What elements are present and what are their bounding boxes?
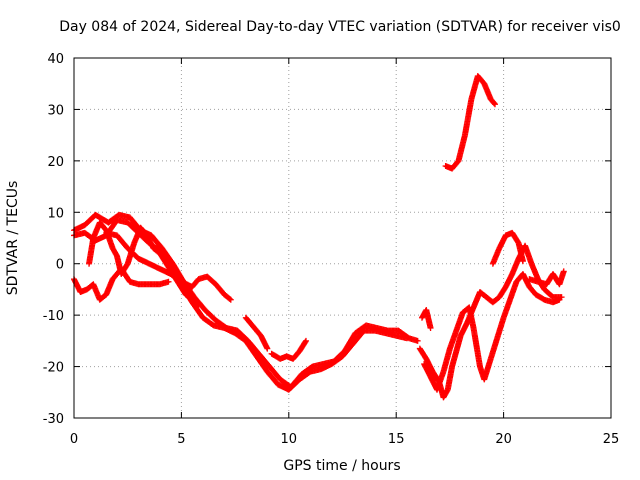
plot-area	[71, 73, 567, 401]
data-track	[242, 314, 271, 352]
chart-title: Day 084 of 2024, Sidereal Day-to-day VTE…	[59, 19, 621, 35]
data-point	[414, 337, 421, 344]
data-point	[227, 296, 234, 303]
data-point	[427, 325, 434, 331]
data-point	[165, 278, 172, 285]
data-point	[264, 345, 271, 352]
y-tick-label: -30	[43, 412, 64, 427]
data-track	[489, 229, 526, 267]
y-tick-label: 40	[47, 52, 64, 67]
data-point	[226, 295, 233, 302]
data-track	[421, 271, 563, 393]
x-axis: 0 5 10 15 20 25	[70, 58, 619, 447]
x-tick-label: 5	[177, 432, 185, 447]
data-point	[560, 268, 567, 275]
data-point	[556, 296, 563, 303]
x-tick-label: 25	[603, 432, 620, 447]
data-track	[442, 73, 499, 172]
x-tick-label: 15	[388, 432, 405, 447]
data-point	[519, 258, 526, 265]
data-point	[195, 301, 202, 308]
data-point	[302, 337, 309, 344]
data-point	[194, 301, 201, 308]
x-tick-label: 10	[281, 432, 298, 447]
data-track	[71, 265, 172, 303]
data-track	[86, 219, 202, 308]
data-point	[491, 100, 498, 107]
y-tick-label: 20	[47, 155, 64, 170]
data-track	[418, 307, 434, 331]
y-tick-label: -20	[43, 361, 64, 376]
data-track	[268, 337, 309, 362]
data-track	[71, 217, 410, 393]
y-axis: -30 -20 -10 0 10 20 30 40	[43, 52, 611, 427]
x-tick-label: 20	[495, 432, 512, 447]
plot-frame	[73, 57, 612, 419]
y-tick-label: 0	[56, 258, 64, 273]
data-track	[71, 211, 421, 391]
data-track	[526, 268, 567, 288]
data-point	[492, 101, 499, 108]
y-tick-label: 10	[47, 206, 64, 221]
y-tick-label: -10	[43, 309, 64, 324]
data-track	[103, 229, 234, 303]
x-tick-label: 0	[70, 432, 78, 447]
y-axis-label: SDTVAR / TECUs	[5, 181, 21, 296]
data-point	[403, 335, 410, 342]
y-tick-label: 30	[47, 103, 64, 118]
x-axis-label: GPS time / hours	[283, 458, 400, 474]
grid-lines	[74, 58, 611, 418]
